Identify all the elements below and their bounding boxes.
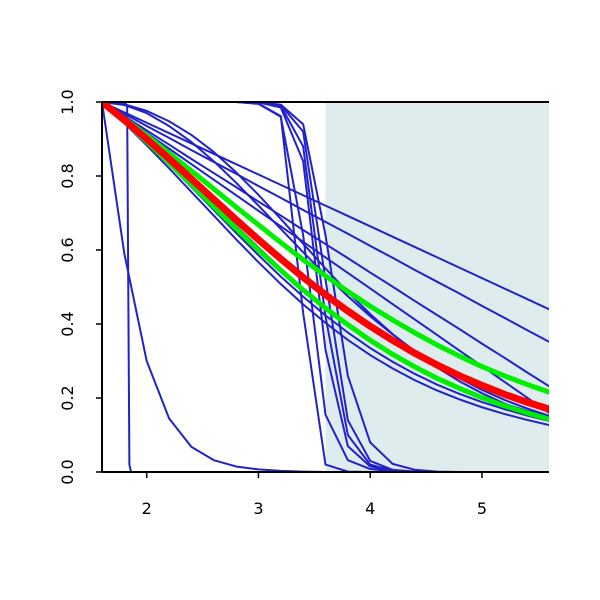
green-series-line-18 (102, 102, 549, 395)
y-tick-label: 0.2 (58, 385, 77, 410)
blue-series-line-9 (102, 102, 549, 421)
blue-series-line-15 (102, 102, 549, 472)
blue-series-line-2 (102, 102, 549, 343)
blue-series-line-1 (102, 102, 549, 311)
y-tick-label: 0.4 (58, 311, 77, 336)
blue-series-line-16 (102, 102, 549, 472)
blue-series-line-17 (102, 102, 549, 472)
blue-series-line-13 (102, 102, 549, 472)
x-tick-label: 2 (142, 499, 152, 518)
blue-series-line-10 (102, 102, 549, 472)
y-tick-label: 1.0 (58, 89, 77, 114)
blue-series-line-3 (102, 102, 549, 388)
blue-series-line-7 (102, 102, 549, 427)
y-tick-label: 0.8 (58, 163, 77, 188)
y-tick-label: 0.6 (58, 237, 77, 262)
blue-series-line-11 (102, 102, 549, 472)
x-tick-label: 5 (477, 499, 487, 518)
series-group (102, 102, 549, 472)
blue-series-line-14 (102, 102, 549, 472)
blue-series-line-12 (102, 102, 549, 472)
y-tick-label: 0.0 (58, 459, 77, 484)
x-tick-label: 3 (253, 499, 263, 518)
x-tick-label: 4 (365, 499, 375, 518)
red-series-line-20 (102, 102, 549, 413)
axes: 2 3 4 5 0.0 0.2 0.4 0.6 0.8 1.0 (58, 89, 549, 518)
